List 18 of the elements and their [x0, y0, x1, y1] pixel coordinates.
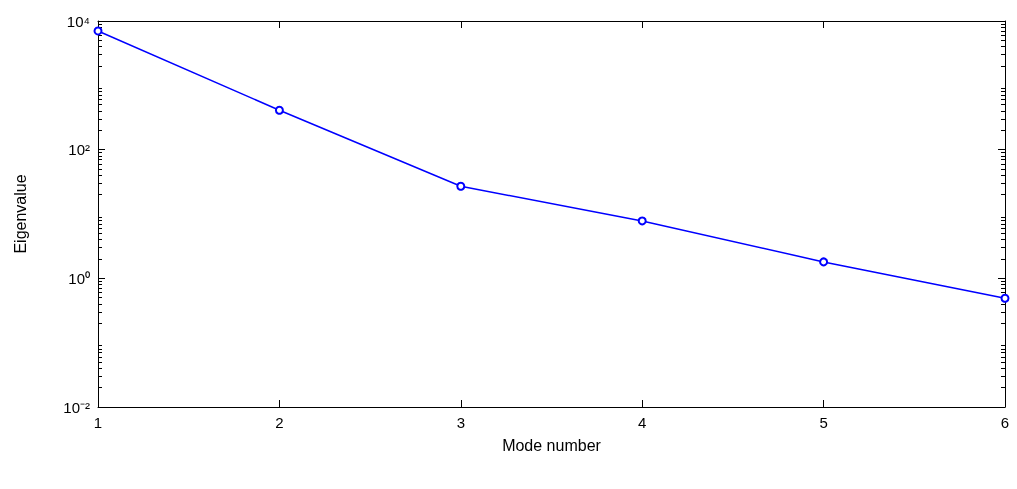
x-tick-label: 6 — [1000, 414, 1010, 431]
x-tick-label: 2 — [275, 414, 284, 431]
point — [637, 216, 647, 226]
point — [819, 257, 829, 267]
x-tick-label: 4 — [638, 414, 647, 431]
x-tick-label: 5 — [819, 414, 828, 431]
y-tick-label: 10⁻² — [63, 398, 90, 416]
point — [456, 181, 466, 191]
point — [1000, 293, 1010, 303]
y-tick-label: 10² — [68, 141, 90, 159]
x-axis-title: Mode number — [502, 436, 602, 454]
x-tick-label: 3 — [456, 414, 465, 431]
point — [274, 105, 284, 115]
y-axis-title: Eigenvalue — [11, 174, 29, 254]
point — [93, 26, 103, 36]
x-tick-label: 1 — [93, 414, 103, 431]
y-tick-label: 10⁰ — [68, 269, 90, 287]
y-tick-label: 10⁴ — [66, 12, 90, 30]
